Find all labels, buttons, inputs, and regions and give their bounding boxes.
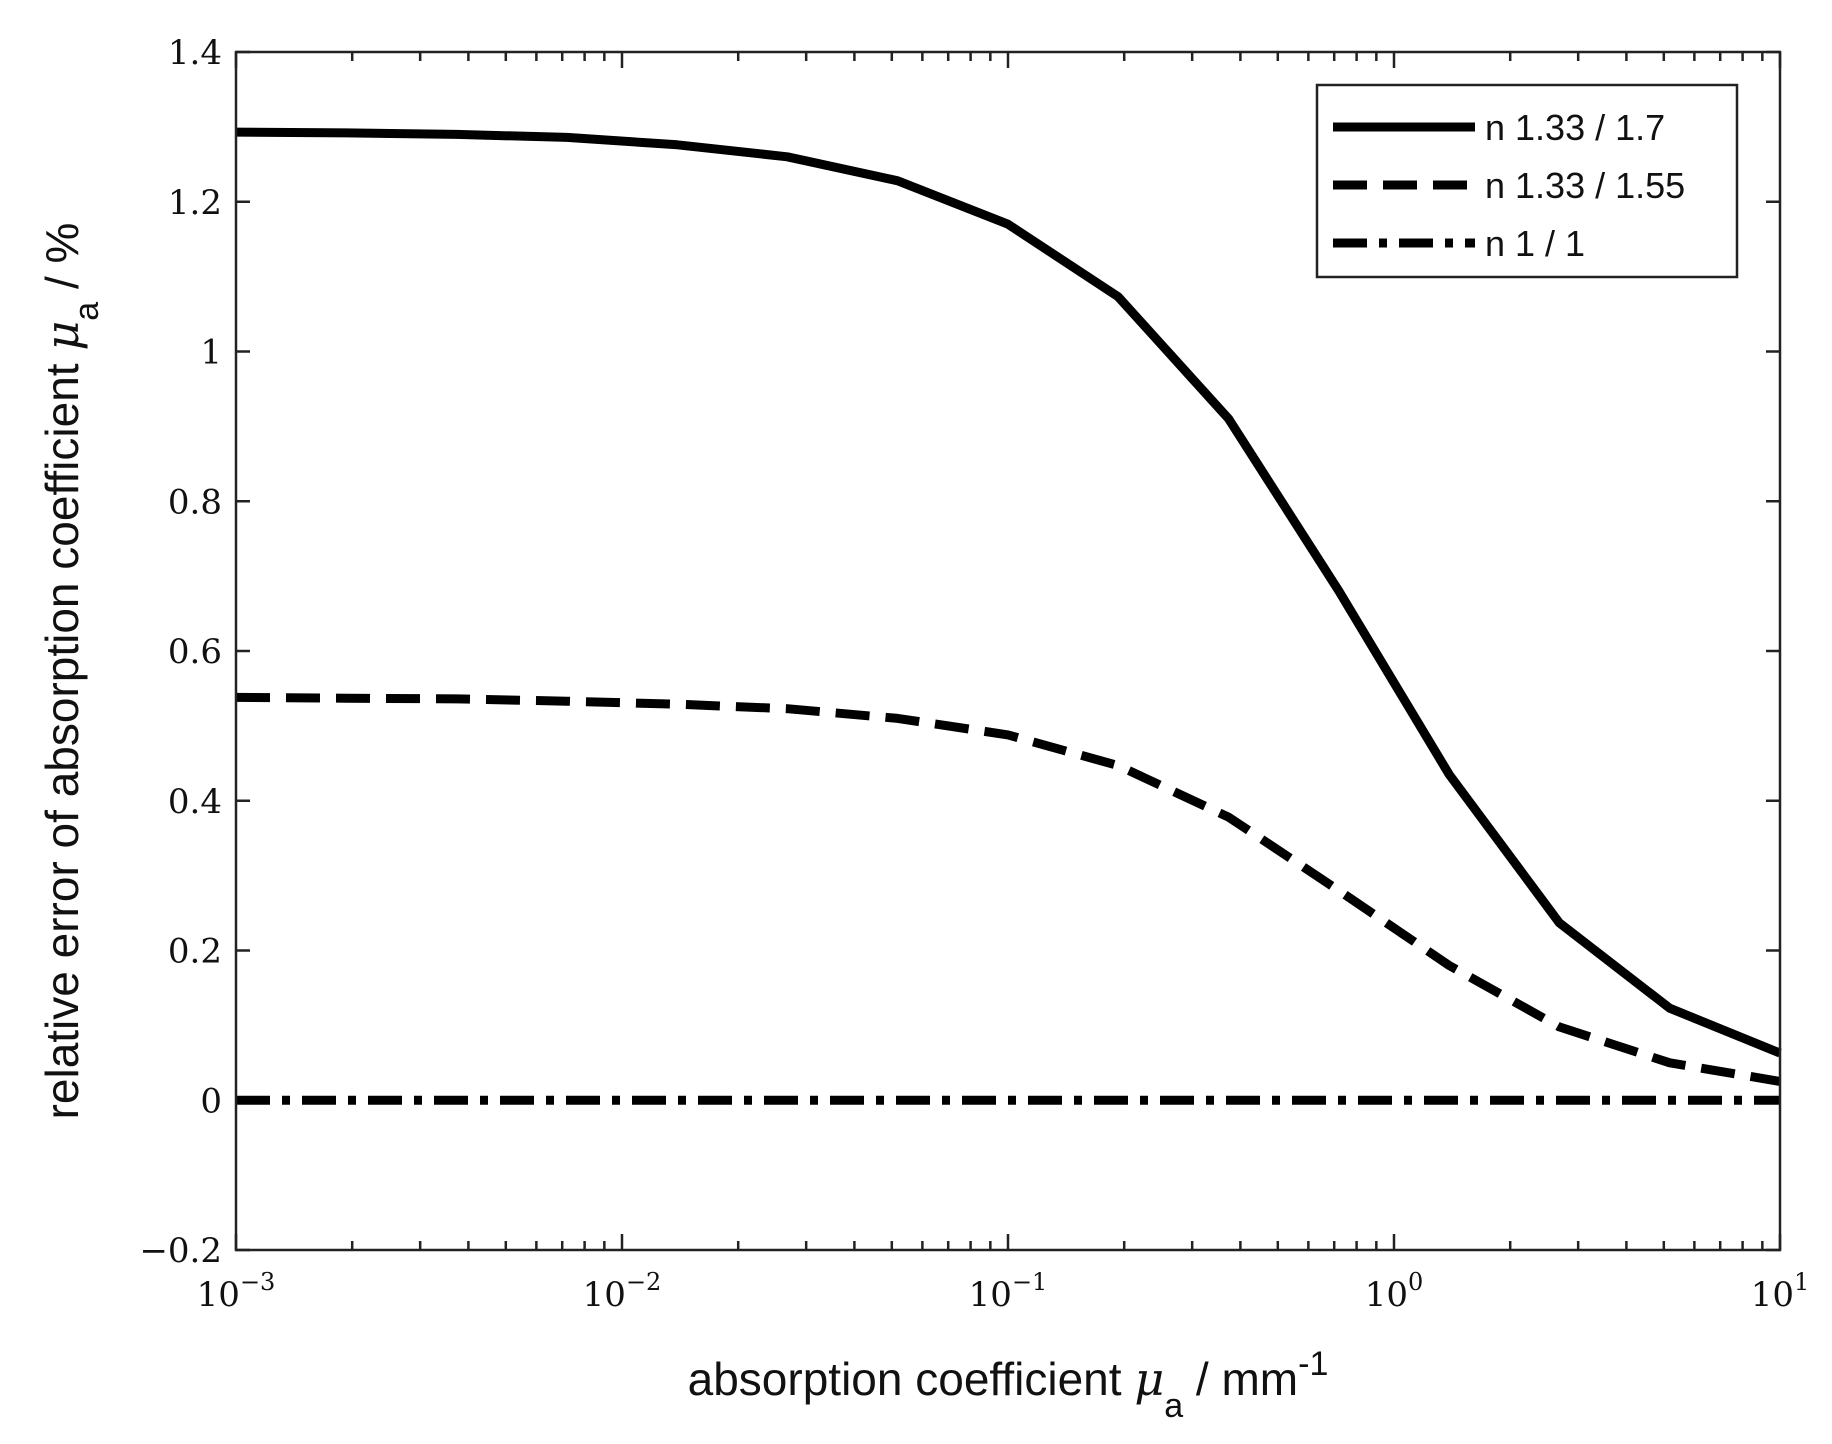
x-title-superscript: -1	[1298, 1345, 1328, 1383]
x-tick-label: 10−3	[197, 1268, 276, 1315]
y-tick-label: 1	[200, 333, 222, 373]
y-tick-label: 1.4	[168, 33, 222, 73]
legend-label: n 1.33 / 1.55	[1485, 165, 1685, 206]
x-tick-label: 10−2	[583, 1268, 662, 1315]
x-tick-label: 100	[1365, 1268, 1424, 1315]
legend-label: n 1 / 1	[1485, 223, 1585, 264]
legend-label: n 1.33 / 1.7	[1485, 107, 1665, 148]
series-group	[235, 127, 1782, 1105]
y-title-suffix: / %	[36, 223, 88, 302]
y-tick-label: 0.6	[168, 632, 222, 672]
series-line-1	[235, 692, 1781, 1086]
y-axis-title: relative error of absorption coefficient…	[35, 223, 106, 1120]
y-tick-label: 0.8	[168, 482, 222, 522]
x-tick-base: 10	[1751, 1275, 1794, 1315]
y-title-symbol: μ	[35, 321, 89, 351]
x-tick-base: 10	[969, 1275, 1012, 1315]
y-tick-label: 0	[200, 1081, 222, 1121]
plot-frame	[234, 50, 1782, 1252]
x-tick-label: 10−1	[969, 1268, 1048, 1315]
x-axis-title: absorption coefficient μa / mm-1	[688, 1345, 1329, 1425]
series-line-0	[235, 127, 1782, 1058]
x-tick-exponent: −3	[240, 1268, 275, 1296]
x-title-suffix: / mm	[1183, 1353, 1298, 1405]
x-tick-base: 10	[197, 1275, 240, 1315]
y-tick-label: 0.2	[168, 932, 222, 972]
y-title-prefix: relative error of absorption coefficient	[36, 351, 88, 1120]
y-title-subscript: a	[68, 302, 106, 321]
y-tick-label: −0.2	[139, 1231, 222, 1271]
x-tick-exponent: 0	[1408, 1268, 1423, 1296]
x-tick-label: 101	[1751, 1268, 1810, 1315]
x-tick-exponent: −2	[626, 1268, 661, 1296]
x-tick-exponent: 1	[1794, 1268, 1809, 1296]
x-title-symbol: μ	[1134, 1352, 1164, 1406]
x-axis-ticks: 10−3 10−2 10−1 100 101	[197, 52, 1810, 1315]
y-axis-ticks: −0.2 0 0.2 0.4 0.6 0.8 1 1.2 1.4	[139, 33, 1780, 1271]
x-tick-base: 10	[583, 1275, 626, 1315]
y-tick-label: 0.4	[168, 782, 222, 822]
x-tick-base: 10	[1365, 1275, 1408, 1315]
y-tick-label: 1.2	[168, 183, 222, 223]
x-title-prefix: absorption coefficient	[688, 1353, 1135, 1405]
legend: n 1.33 / 1.7 n 1.33 / 1.55 n 1 / 1	[1315, 83, 1739, 279]
x-title-subscript: a	[1164, 1387, 1183, 1425]
x-tick-exponent: −1	[1012, 1268, 1047, 1296]
